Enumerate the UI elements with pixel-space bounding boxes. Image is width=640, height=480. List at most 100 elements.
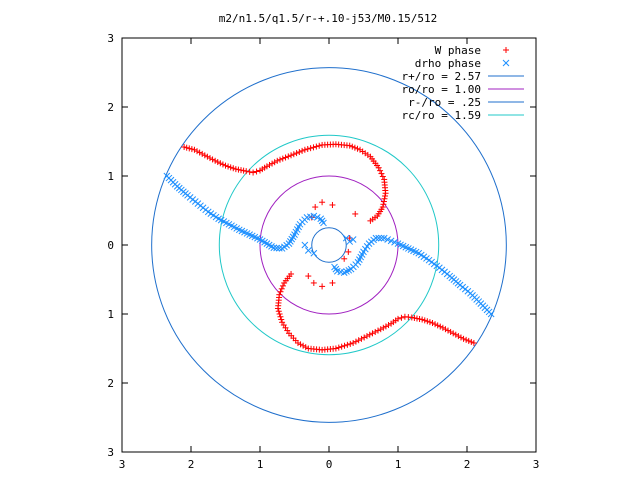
point-0-1-37: [372, 328, 379, 335]
point-0-0-40: [288, 152, 295, 159]
circle-1: [259, 175, 399, 315]
point-0-1-8: [450, 330, 457, 337]
point-0-1-50: [335, 344, 342, 351]
point-0-0-1: [183, 144, 190, 151]
point-0-1-21: [416, 316, 423, 323]
point-1-0-63: [310, 212, 318, 220]
point-1-0-46: [275, 244, 283, 252]
legend-sample-1: [502, 59, 510, 67]
point-0-1-6: [455, 333, 462, 340]
point-0-1-18: [424, 318, 431, 325]
y-tick-label-6: 3: [107, 446, 114, 459]
point-0-1-49: [338, 343, 345, 350]
point-1-2-0: [301, 241, 309, 249]
point-0-1-48: [341, 342, 348, 349]
point-0-1-34: [380, 324, 387, 331]
point-0-1-91: [288, 270, 295, 277]
point-0-1-2: [465, 337, 472, 344]
point-0-0-15: [219, 161, 226, 168]
point-0-1-5: [457, 334, 464, 341]
legend-label-3: ro/ro = 1.00: [402, 83, 481, 96]
x-tick-label-4: 1: [395, 458, 402, 471]
point-0-0-75: [377, 167, 384, 174]
point-0-2-6: [345, 248, 352, 255]
point-0-0-4: [191, 146, 198, 153]
point-1-1-40: [391, 238, 398, 246]
point-0-0-87: [380, 201, 387, 208]
point-1-2-4: [346, 238, 354, 245]
x-tick-label-6: 3: [533, 458, 540, 471]
point-0-1-39: [366, 331, 373, 338]
point-0-1-13: [437, 323, 444, 330]
point-0-1-22: [413, 315, 420, 322]
point-0-0-13: [214, 159, 221, 166]
point-0-0-8: [201, 152, 208, 159]
point-0-0-17: [225, 163, 232, 170]
point-0-1-11: [442, 326, 449, 333]
point-0-0-37: [279, 155, 286, 162]
point-0-1-86: [279, 282, 286, 289]
point-0-0-84: [382, 193, 389, 200]
point-0-1-41: [361, 334, 368, 341]
point-0-0-5: [194, 148, 201, 155]
point-0-0-76: [378, 170, 385, 177]
legend-label-0: W phase: [435, 44, 481, 57]
point-0-0-16: [222, 162, 229, 169]
point-0-0-33: [269, 160, 276, 167]
point-0-2-3: [329, 201, 336, 208]
point-0-1-19: [421, 317, 428, 324]
point-1-0-45: [273, 244, 280, 252]
point-0-1-23: [411, 314, 418, 321]
point-0-0-24: [243, 168, 250, 175]
legend-label-1: drho phase: [415, 57, 481, 70]
point-0-1-31: [388, 320, 395, 327]
point-0-1-74: [278, 316, 285, 323]
point-0-1-27: [398, 314, 405, 321]
point-1-2-2: [310, 249, 318, 257]
point-0-0-42: [293, 150, 300, 157]
point-1-0-64: [313, 214, 321, 221]
point-0-0-36: [277, 156, 284, 163]
point-1-1-45: [375, 234, 383, 242]
point-0-0-77: [379, 173, 386, 180]
point-0-0-61: [346, 142, 353, 149]
point-0-1-76: [276, 311, 283, 317]
point-0-0-34: [271, 159, 278, 166]
point-0-1-12: [439, 324, 446, 331]
point-0-2-9: [319, 283, 326, 290]
point-1-1-66: [331, 263, 338, 271]
point-0-1-40: [363, 333, 370, 340]
point-1-0-67: [320, 219, 327, 227]
point-0-0-46: [304, 145, 311, 152]
point-1-0-44: [270, 244, 278, 252]
point-0-0-21: [235, 166, 242, 173]
point-0-1-64: [297, 341, 304, 348]
point-0-0-11: [209, 156, 216, 163]
point-0-0-48: [310, 144, 317, 151]
y-tick-label-2: 1: [107, 170, 114, 183]
x-tick-label-1: 2: [188, 458, 195, 471]
point-0-0-50: [316, 142, 323, 149]
point-0-1-44: [352, 338, 359, 345]
point-0-2-2: [319, 199, 326, 206]
point-0-1-62: [302, 344, 309, 351]
point-1-1-42: [384, 236, 392, 243]
point-0-1-42: [358, 335, 365, 342]
point-0-1-45: [350, 339, 357, 346]
data-points: [163, 141, 495, 353]
y-tick-label-1: 2: [107, 101, 114, 114]
legend-sample-0: [503, 47, 509, 53]
point-0-1-3: [463, 336, 470, 343]
point-0-0-86: [380, 198, 387, 205]
y-tick-label-3: 0: [107, 239, 114, 252]
point-1-2-1: [304, 247, 312, 254]
point-0-0-7: [199, 150, 206, 157]
point-0-0-18: [227, 164, 234, 171]
point-0-1-77: [275, 308, 282, 315]
point-0-2-7: [341, 255, 348, 262]
point-0-0-43: [296, 148, 303, 155]
point-0-1-47: [344, 341, 351, 348]
point-0-0-63: [351, 144, 358, 151]
